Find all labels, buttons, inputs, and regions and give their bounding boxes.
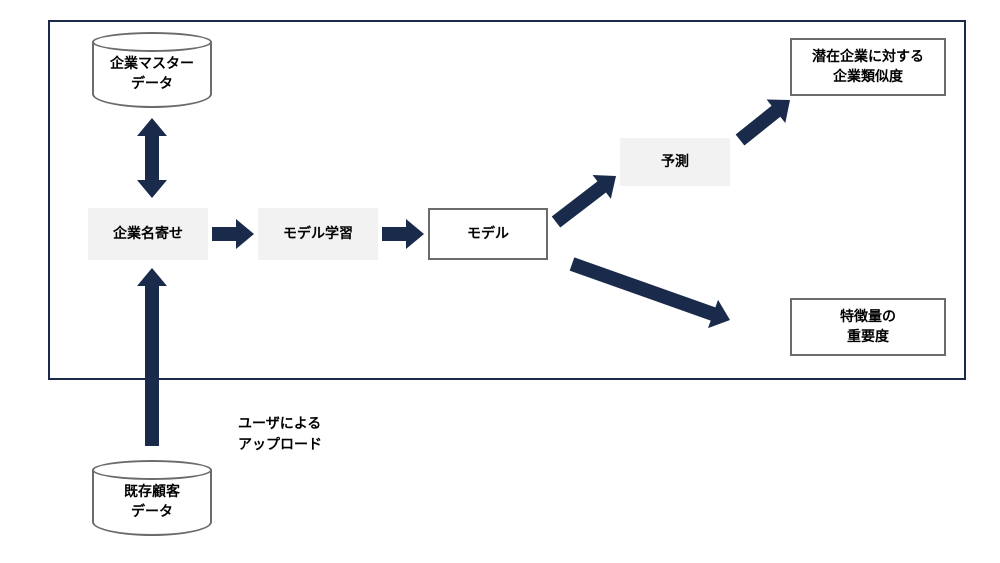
upload-note: ユーザによる アップロード bbox=[238, 392, 322, 455]
db-master-label: 企業マスター データ bbox=[110, 54, 194, 93]
node-merge: 企業名寄せ bbox=[88, 208, 208, 260]
db-customer-label: 既存顧客 データ bbox=[124, 482, 180, 521]
node-merge-label: 企業名寄せ bbox=[113, 224, 183, 244]
db-customer: 既存顧客 データ bbox=[92, 460, 212, 536]
node-out-feat: 特徴量の 重要度 bbox=[790, 298, 946, 356]
node-train-label: モデル学習 bbox=[283, 224, 353, 244]
db-master: 企業マスター データ bbox=[92, 32, 212, 108]
node-model: モデル bbox=[428, 208, 548, 260]
node-out-sim-label: 潜在企業に対する 企業類似度 bbox=[812, 47, 924, 86]
node-out-feat-label: 特徴量の 重要度 bbox=[840, 307, 896, 346]
node-out-sim: 潜在企業に対する 企業類似度 bbox=[790, 38, 946, 96]
node-predict-label: 予測 bbox=[661, 152, 689, 172]
upload-note-text: ユーザによる アップロード bbox=[238, 415, 322, 452]
node-train: モデル学習 bbox=[258, 208, 378, 260]
node-predict: 予測 bbox=[620, 138, 730, 186]
node-model-label: モデル bbox=[467, 224, 509, 244]
diagram-stage: 企業マスター データ 企業名寄せ モデル学習 モデル 予測 潜在企業に対する 企… bbox=[0, 0, 1000, 563]
